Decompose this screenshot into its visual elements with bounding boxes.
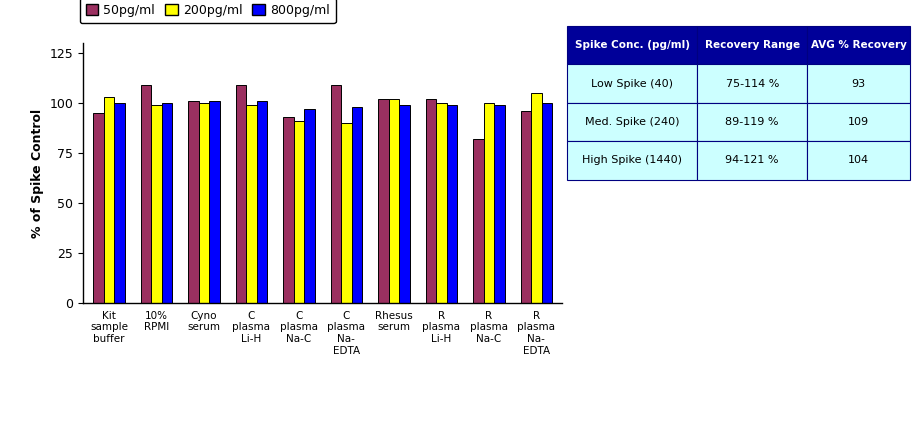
Bar [151, 105, 161, 303]
Bar [378, 99, 389, 303]
Text: 109: 109 [848, 117, 869, 127]
Bar [141, 85, 151, 303]
Bar [521, 111, 531, 303]
Bar [304, 109, 314, 303]
Bar [236, 85, 246, 303]
Bar [93, 113, 104, 303]
Text: 104: 104 [848, 155, 869, 165]
Bar [567, 26, 697, 65]
Bar [567, 65, 697, 103]
Text: Med. Spike (240): Med. Spike (240) [585, 117, 680, 127]
Text: Spike Conc. (pg/ml): Spike Conc. (pg/ml) [574, 40, 690, 50]
Bar [426, 99, 436, 303]
Text: Low Spike (40): Low Spike (40) [591, 79, 673, 89]
Bar [697, 141, 807, 180]
Bar [351, 107, 362, 303]
Bar [188, 101, 199, 303]
Bar [541, 103, 552, 303]
Bar [114, 103, 124, 303]
Bar [807, 141, 910, 180]
Bar [567, 103, 697, 141]
Bar [436, 103, 446, 303]
Bar [399, 105, 409, 303]
Bar [531, 93, 541, 303]
Text: 93: 93 [852, 79, 866, 89]
Bar [697, 103, 807, 141]
Bar [294, 121, 304, 303]
Bar [484, 103, 494, 303]
Bar [246, 105, 256, 303]
Bar [473, 139, 484, 303]
Bar [199, 103, 209, 303]
Bar [209, 101, 219, 303]
Bar [807, 26, 910, 65]
Text: AVG % Recovery: AVG % Recovery [810, 40, 906, 50]
Bar [446, 105, 457, 303]
Text: Recovery Range: Recovery Range [704, 40, 799, 50]
Bar [807, 65, 910, 103]
Bar [697, 26, 807, 65]
Bar [807, 103, 910, 141]
Bar [331, 85, 341, 303]
Text: 75-114 %: 75-114 % [726, 79, 779, 89]
Bar [256, 101, 267, 303]
Y-axis label: % of Spike Control: % of Spike Control [30, 109, 44, 238]
Text: 94-121 %: 94-121 % [726, 155, 779, 165]
Text: High Spike (1440): High Spike (1440) [582, 155, 682, 165]
Bar [494, 105, 504, 303]
Bar [389, 99, 399, 303]
Bar [283, 117, 294, 303]
Text: 89-119 %: 89-119 % [726, 117, 779, 127]
Bar [697, 65, 807, 103]
Bar [104, 97, 114, 303]
Bar [341, 123, 351, 303]
Bar [567, 141, 697, 180]
Bar [161, 103, 172, 303]
Legend: 50pg/ml, 200pg/ml, 800pg/ml: 50pg/ml, 200pg/ml, 800pg/ml [79, 0, 336, 23]
